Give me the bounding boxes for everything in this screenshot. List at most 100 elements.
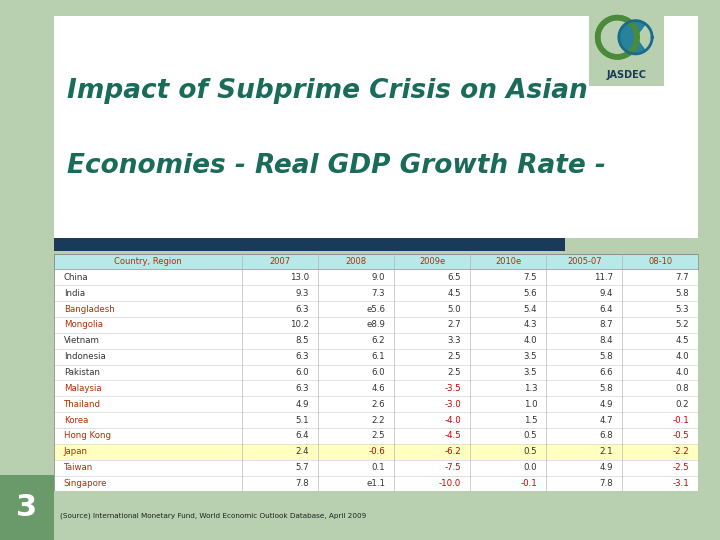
Text: -0.1: -0.1: [521, 479, 537, 488]
Text: 2007: 2007: [270, 257, 291, 266]
Text: 2.5: 2.5: [448, 368, 462, 377]
Text: 8.5: 8.5: [295, 336, 309, 345]
Text: 4.7: 4.7: [600, 416, 613, 424]
Text: 7.5: 7.5: [523, 273, 537, 282]
Text: Malaysia: Malaysia: [63, 384, 102, 393]
Text: Impact of Subprime Crisis on Asian: Impact of Subprime Crisis on Asian: [67, 78, 588, 104]
Text: Indonesia: Indonesia: [63, 352, 105, 361]
Text: -3.1: -3.1: [672, 479, 689, 488]
Text: 6.5: 6.5: [448, 273, 462, 282]
Text: 2.7: 2.7: [448, 320, 462, 329]
Text: 5.6: 5.6: [523, 289, 537, 298]
Text: e1.1: e1.1: [366, 479, 385, 488]
Text: Taiwan: Taiwan: [63, 463, 93, 472]
Bar: [54, 349, 698, 365]
Text: 4.5: 4.5: [675, 336, 689, 345]
Text: 6.6: 6.6: [600, 368, 613, 377]
Text: 6.2: 6.2: [372, 336, 385, 345]
Text: 1.0: 1.0: [523, 400, 537, 409]
Text: -4.5: -4.5: [444, 431, 462, 441]
Text: 2008: 2008: [346, 257, 367, 266]
Bar: [54, 396, 698, 412]
Text: 8.7: 8.7: [600, 320, 613, 329]
Text: 3: 3: [17, 493, 37, 522]
Bar: [54, 333, 698, 349]
Bar: [54, 428, 698, 444]
Text: 7.7: 7.7: [675, 273, 689, 282]
Text: 6.3: 6.3: [295, 352, 309, 361]
Bar: [54, 285, 698, 301]
Text: -4.0: -4.0: [444, 416, 462, 424]
Text: 4.0: 4.0: [675, 352, 689, 361]
Text: 5.4: 5.4: [523, 305, 537, 314]
Text: Economies - Real GDP Growth Rate -: Economies - Real GDP Growth Rate -: [67, 153, 606, 179]
Text: 4.5: 4.5: [448, 289, 462, 298]
Text: 9.4: 9.4: [600, 289, 613, 298]
Text: 9.3: 9.3: [296, 289, 309, 298]
Text: (Source) International Monetary Fund, World Economic Outlook Database, April 200: (Source) International Monetary Fund, Wo…: [60, 512, 366, 519]
Text: 2010e: 2010e: [495, 257, 521, 266]
Text: 8.4: 8.4: [600, 336, 613, 345]
Text: 6.4: 6.4: [295, 431, 309, 441]
Text: 4.9: 4.9: [600, 400, 613, 409]
Bar: [54, 317, 698, 333]
Text: 5.8: 5.8: [675, 289, 689, 298]
Text: -0.6: -0.6: [369, 447, 385, 456]
Text: 7.8: 7.8: [295, 479, 309, 488]
Text: 5.8: 5.8: [600, 352, 613, 361]
Bar: [54, 269, 698, 285]
Text: 0.8: 0.8: [675, 384, 689, 393]
Text: Pakistan: Pakistan: [63, 368, 99, 377]
Text: 5.8: 5.8: [600, 384, 613, 393]
Text: Korea: Korea: [63, 416, 88, 424]
Bar: [54, 301, 698, 317]
Text: 6.8: 6.8: [600, 431, 613, 441]
Text: 5.3: 5.3: [675, 305, 689, 314]
Text: -7.5: -7.5: [444, 463, 462, 472]
Text: -2.2: -2.2: [672, 447, 689, 456]
Text: 4.6: 4.6: [372, 384, 385, 393]
Text: 1.5: 1.5: [523, 416, 537, 424]
Text: Bangladesh: Bangladesh: [63, 305, 114, 314]
Text: 2.5: 2.5: [448, 352, 462, 361]
Text: Singapore: Singapore: [63, 479, 107, 488]
Bar: [54, 412, 698, 428]
Bar: [54, 380, 698, 396]
Text: 2.5: 2.5: [372, 431, 385, 441]
Text: Country, Region: Country, Region: [114, 257, 182, 266]
Text: 6.3: 6.3: [295, 305, 309, 314]
Bar: [54, 476, 698, 491]
Text: 4.3: 4.3: [523, 320, 537, 329]
Text: 2.2: 2.2: [372, 416, 385, 424]
Text: China: China: [63, 273, 89, 282]
Text: 6.1: 6.1: [372, 352, 385, 361]
Text: 2005-07: 2005-07: [567, 257, 602, 266]
Text: Mongolia: Mongolia: [63, 320, 103, 329]
Text: -0.1: -0.1: [672, 416, 689, 424]
Text: Thailand: Thailand: [63, 400, 101, 409]
Text: -3.0: -3.0: [444, 400, 462, 409]
Text: Hong Kong: Hong Kong: [63, 431, 111, 441]
Text: 0.2: 0.2: [675, 400, 689, 409]
Text: 1.3: 1.3: [523, 384, 537, 393]
Text: 9.0: 9.0: [372, 273, 385, 282]
Text: 2.1: 2.1: [600, 447, 613, 456]
Text: 5.2: 5.2: [675, 320, 689, 329]
Text: 13.0: 13.0: [290, 273, 309, 282]
Text: 6.0: 6.0: [372, 368, 385, 377]
Text: 08-10: 08-10: [648, 257, 672, 266]
Text: 4.0: 4.0: [675, 368, 689, 377]
Text: India: India: [63, 289, 85, 298]
Text: JASDEC: JASDEC: [606, 70, 647, 80]
Polygon shape: [619, 21, 645, 54]
Text: -6.2: -6.2: [444, 447, 462, 456]
Text: 5.0: 5.0: [448, 305, 462, 314]
Text: 2.6: 2.6: [372, 400, 385, 409]
Text: 6.0: 6.0: [295, 368, 309, 377]
Text: 0.5: 0.5: [523, 447, 537, 456]
Text: -0.5: -0.5: [672, 431, 689, 441]
Text: 0.5: 0.5: [523, 431, 537, 441]
Text: 10.2: 10.2: [290, 320, 309, 329]
Text: 4.9: 4.9: [296, 400, 309, 409]
Text: 4.0: 4.0: [523, 336, 537, 345]
